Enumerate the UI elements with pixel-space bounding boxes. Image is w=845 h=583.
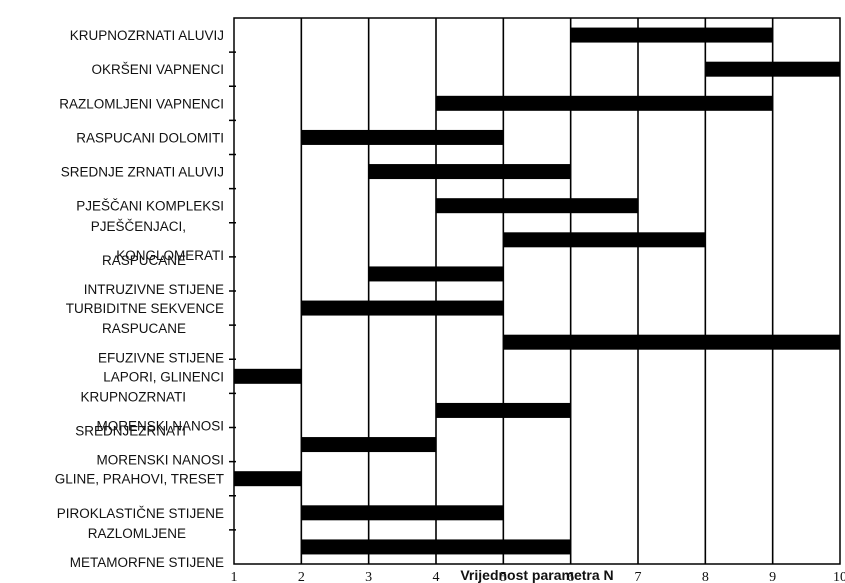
category-label: TURBIDITNE SEKVENCE (66, 301, 224, 316)
category-label: KONGLOMERATI (116, 248, 224, 263)
category-label: KRUPNOZRNATI (80, 389, 186, 404)
range-bar (301, 129, 504, 145)
category-label: LAPORI, GLINENCI (103, 369, 224, 384)
range-bar (301, 505, 504, 521)
category-label: RASPUCANE (102, 321, 186, 336)
category-label: SREDNJEZRNATI (75, 424, 186, 439)
range-bar (368, 266, 504, 282)
range-bars (234, 27, 840, 555)
x-tick-label: 8 (702, 570, 709, 583)
range-bar (436, 402, 571, 418)
x-tick-labels: 1 2 3 4 5 6 7 8 9 10 (231, 570, 845, 583)
category-label: GLINE, PRAHOVI, TRESET (55, 472, 224, 487)
range-bar (234, 368, 302, 384)
y-tick-marks (229, 51, 236, 531)
category-label: RAZLOMLJENE (88, 526, 186, 541)
x-tick-label: 3 (365, 570, 372, 583)
range-bar (436, 198, 638, 214)
category-label: RASPUCANE (102, 253, 186, 268)
x-axis-label: Vrijednost parametra N (460, 567, 613, 583)
x-tick-label: 9 (769, 570, 776, 583)
category-label: MORENSKI NANOSI (96, 453, 224, 468)
category-label: RAZLOMLJENI VAPNENCI (59, 96, 224, 111)
x-tick-label: 7 (635, 570, 642, 583)
x-tick-label: 5 (500, 570, 507, 583)
category-label: PIROKLASTIČNE STIJENE (57, 506, 224, 521)
x-tick-label: 4 (433, 570, 440, 583)
category-label: EFUZIVNE STIJENE (98, 350, 224, 365)
x-tick-label: 10 (833, 570, 845, 583)
range-bar (301, 437, 436, 453)
range-bar (368, 164, 571, 180)
category-label: OKRŠENI VAPNENCI (91, 62, 224, 77)
category-label: INTRUZIVNE STIJENE (84, 282, 224, 297)
range-bar (570, 27, 773, 43)
range-bar (503, 334, 840, 350)
range-bar (705, 61, 840, 77)
range-bar (436, 95, 773, 111)
category-label: SREDNJE ZRNATI ALUVIJ (61, 165, 224, 180)
category-label: RASPUCANI DOLOMITI (76, 130, 224, 145)
category-labels: KRUPNOZRNATI ALUVIJ OKRŠENI VAPNENCI RAZLO… (55, 28, 224, 570)
category-label: PJEŠČANI KOMPLEKSI (76, 199, 224, 214)
x-tick-label: 1 (231, 570, 238, 583)
range-bar (234, 471, 302, 487)
range-bar (301, 539, 571, 555)
range-bar (503, 232, 706, 248)
category-label: METAMORFNE STIJENE (70, 555, 224, 570)
category-label: PJEŠČENJACI, (91, 219, 186, 234)
plot-frame (233, 17, 841, 565)
category-label: KRUPNOZRNATI ALUVIJ (70, 28, 224, 43)
x-tick-label: 2 (298, 570, 305, 583)
x-tick-label: 6 (567, 570, 574, 583)
category-label: MORENSKI NANOSI (96, 419, 224, 434)
range-bar (301, 300, 504, 316)
